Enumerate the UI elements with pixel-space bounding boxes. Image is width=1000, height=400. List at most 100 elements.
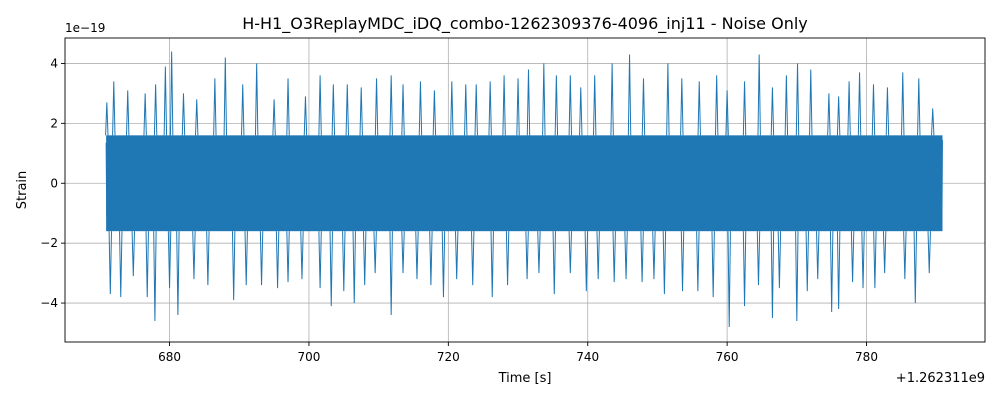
upper-peak: [610, 63, 614, 136]
lower-peak: [373, 231, 377, 274]
upper-peak: [389, 75, 393, 136]
lower-peak: [596, 231, 600, 280]
x-tick-label: 780: [855, 350, 878, 364]
series-strain: [105, 51, 943, 328]
lower-peak: [850, 231, 855, 283]
upper-peak: [241, 84, 245, 136]
upper-peak: [286, 78, 290, 136]
lower-peak: [903, 231, 907, 280]
upper-peak: [474, 84, 478, 136]
lower-peak: [167, 231, 172, 289]
upper-peak: [579, 87, 583, 136]
upper-peak: [418, 81, 423, 136]
lower-peak: [362, 231, 367, 286]
upper-peak: [254, 63, 259, 136]
x-tick-label: 740: [576, 350, 599, 364]
lower-peak: [300, 231, 304, 280]
lower-peak: [286, 231, 290, 283]
y-tick-label: −2: [40, 236, 58, 250]
upper-peak: [345, 84, 349, 136]
upper-peak: [697, 81, 701, 136]
lower-peak: [882, 231, 887, 274]
plot-frame: [64, 37, 986, 343]
upper-peak: [901, 72, 905, 136]
upper-peak: [516, 78, 520, 136]
lower-peak: [913, 231, 918, 304]
lower-peak: [680, 231, 685, 292]
x-axis-label: Time [s]: [498, 371, 552, 386]
upper-peak: [680, 78, 684, 136]
lower-peak: [153, 231, 157, 322]
lower-peak: [131, 231, 136, 277]
lower-peak: [119, 231, 123, 298]
x-tick-label: 760: [716, 350, 739, 364]
upper-peak: [359, 87, 363, 136]
y-scale-label: 1e−19: [65, 21, 105, 35]
lower-peak: [176, 231, 180, 316]
upper-peak: [195, 99, 199, 136]
upper-peak: [836, 96, 841, 136]
lower-peak: [490, 231, 494, 298]
upper-peak: [770, 87, 775, 136]
upper-peak: [272, 99, 276, 136]
lower-peak: [612, 231, 616, 283]
upper-peak: [331, 84, 336, 136]
lower-peak: [318, 231, 322, 289]
lower-peak: [192, 231, 196, 280]
y-tick-label: −4: [40, 296, 58, 310]
upper-peak: [126, 90, 130, 136]
upper-peak: [213, 78, 217, 136]
lower-peak: [525, 231, 529, 280]
lower-peak: [145, 231, 149, 298]
upper-peak: [809, 69, 813, 136]
upper-peak: [526, 69, 531, 136]
upper-peak: [757, 54, 761, 136]
lower-peak: [352, 231, 356, 304]
lower-peak: [640, 231, 644, 283]
lower-peak: [873, 231, 877, 289]
upper-peak: [223, 57, 228, 136]
upper-peak: [488, 81, 492, 136]
upper-peak: [857, 72, 862, 136]
lower-peak: [244, 231, 248, 286]
upper-peak: [627, 54, 632, 136]
lower-peak: [552, 231, 556, 295]
upper-peak: [714, 75, 719, 136]
strain-band: [106, 135, 943, 232]
upper-peak: [592, 75, 597, 136]
lower-peak: [727, 231, 731, 328]
upper-peak: [827, 93, 831, 136]
lower-peak: [861, 231, 865, 289]
upper-peak: [931, 108, 935, 136]
upper-peak: [885, 87, 890, 136]
lower-peak: [927, 231, 931, 274]
x-axis-ticks: 680 700 720 740 760 780: [158, 342, 878, 364]
upper-peak: [374, 78, 379, 136]
upper-peak: [163, 66, 168, 136]
lower-peak: [441, 231, 446, 298]
x-offset-label: +1.262311e9: [896, 371, 985, 386]
upper-peak: [143, 93, 147, 136]
upper-peak: [112, 81, 116, 136]
lower-peak: [329, 231, 333, 307]
upper-peak: [542, 63, 546, 136]
upper-peak: [568, 75, 573, 136]
upper-peak: [432, 90, 437, 136]
y-axis-ticks: −4 −2 0 2 4: [40, 56, 65, 310]
lower-peak: [505, 231, 510, 286]
upper-peak: [871, 84, 876, 136]
lower-peak: [568, 231, 573, 274]
upper-peak: [105, 102, 109, 136]
upper-peak: [742, 81, 747, 136]
lower-peak: [836, 231, 841, 310]
lower-peak: [652, 231, 656, 280]
lower-peak: [231, 231, 236, 301]
lower-peak: [429, 231, 433, 286]
lower-peak: [415, 231, 419, 280]
chart-title: H-H1_O3ReplayMDC_iDQ_combo-1262309376-40…: [242, 14, 808, 34]
upper-peak: [784, 75, 789, 136]
upper-peak: [666, 63, 670, 136]
lower-peak: [816, 231, 820, 280]
upper-peak: [464, 84, 468, 136]
